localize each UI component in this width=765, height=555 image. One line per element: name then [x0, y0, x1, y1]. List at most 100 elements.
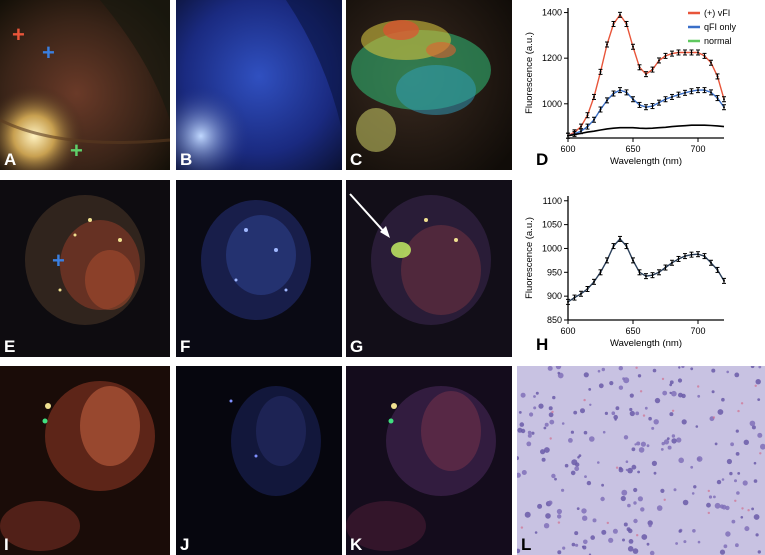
- cell-nucleus: [648, 523, 652, 528]
- cell-nucleus: [625, 460, 629, 463]
- cell-nucleus: [751, 507, 754, 511]
- cell-nucleus: [577, 456, 580, 459]
- cell-nucleus: [714, 502, 721, 509]
- cell-nucleus: [673, 488, 677, 492]
- data-point: [625, 91, 628, 94]
- cell-nucleus: [629, 410, 635, 417]
- cell-nucleus: [663, 439, 670, 445]
- red-cell: [707, 489, 710, 493]
- data-point: [716, 268, 719, 271]
- chart-h: 600 650 700 850 900 950 1000 1050 1100 Wavelength…: [516, 180, 765, 357]
- red-cell: [663, 498, 666, 501]
- cell-nucleus: [604, 411, 608, 415]
- cell-nucleus: [618, 366, 623, 371]
- data-point: [632, 259, 634, 262]
- cell-nucleus: [669, 380, 674, 385]
- cell-nucleus: [678, 457, 684, 464]
- cell-nucleus: [633, 501, 637, 505]
- y-axis-label: Fluorescence (a.u.): [524, 217, 535, 299]
- data-point: [664, 266, 667, 269]
- cell-nucleus: [590, 535, 595, 540]
- cell-nucleus: [622, 377, 625, 381]
- data-point: [593, 95, 595, 98]
- cell-nucleus: [575, 543, 579, 547]
- cell-nucleus: [744, 526, 750, 532]
- cell-nucleus: [755, 533, 759, 537]
- cell-nucleus: [583, 372, 589, 378]
- data-point: [710, 61, 712, 64]
- cell-nucleus: [758, 366, 762, 369]
- cell-nucleus: [597, 369, 601, 373]
- cell-nucleus: [632, 548, 639, 554]
- data-point: [612, 92, 615, 95]
- cell-nucleus: [561, 488, 565, 492]
- cell-nucleus: [721, 478, 725, 481]
- cell-nucleus: [695, 425, 699, 428]
- series-line-2: [567, 124, 725, 137]
- data-point: [606, 259, 608, 262]
- x-tick-label: 700: [690, 326, 705, 336]
- cell-nucleus: [751, 425, 756, 430]
- cell-nucleus: [518, 411, 522, 414]
- data-point: [697, 51, 699, 54]
- data-point: [606, 99, 608, 102]
- data-point: [651, 105, 654, 108]
- cell-nucleus: [571, 459, 578, 466]
- cell-nucleus: [681, 419, 687, 425]
- cell-nucleus: [753, 514, 760, 520]
- data-point: [645, 275, 647, 278]
- cell-nucleus: [750, 366, 755, 369]
- cell-nucleus: [623, 435, 629, 440]
- y-tick-label: 1200: [542, 53, 562, 63]
- data-point: [632, 45, 634, 48]
- data-point: [677, 51, 680, 54]
- cell-nucleus: [598, 383, 604, 389]
- cell-nucleus: [573, 410, 578, 415]
- data-point: [690, 90, 693, 93]
- red-cell: [635, 366, 638, 369]
- cell-nucleus: [601, 529, 607, 535]
- red-cell: [583, 398, 586, 402]
- cell-nucleus: [584, 475, 587, 478]
- data-point: [625, 245, 628, 248]
- cell-nucleus: [714, 442, 718, 446]
- cell-nucleus: [526, 441, 532, 447]
- red-cell: [697, 385, 700, 388]
- cell-nucleus: [570, 470, 576, 476]
- cell-nucleus: [690, 465, 694, 469]
- cell-nucleus: [634, 443, 637, 446]
- cell-nucleus: [615, 406, 620, 411]
- data-point: [638, 66, 641, 69]
- x-tick-label: 600: [560, 326, 575, 336]
- data-point: [723, 106, 725, 109]
- cell-nucleus: [667, 445, 672, 450]
- data-point: [580, 130, 582, 133]
- y-tick-label: 1000: [542, 99, 562, 109]
- red-cell: [759, 452, 762, 455]
- cell-nucleus: [726, 458, 732, 465]
- cell-nucleus: [669, 391, 672, 395]
- cell-nucleus: [717, 409, 724, 415]
- cell-nucleus: [660, 448, 664, 451]
- panel-l-histology: L: [517, 366, 765, 555]
- cell-nucleus: [736, 491, 740, 495]
- cell-nucleus: [531, 431, 535, 435]
- cell-nucleus: [662, 390, 668, 396]
- chart-d: 600 650 700 1000 1200 1400 Wavelength (nm) Fluo…: [516, 0, 765, 172]
- cell-nucleus: [669, 383, 673, 387]
- cell-nucleus: [649, 550, 655, 555]
- cell-nucleus: [654, 397, 661, 404]
- cell-nucleus: [562, 546, 566, 550]
- data-point: [710, 261, 712, 264]
- cell-nucleus: [517, 427, 523, 433]
- cell-nucleus: [544, 447, 550, 453]
- cell-nucleus: [533, 395, 536, 398]
- cell-nucleus: [564, 463, 569, 468]
- cell-nucleus: [678, 366, 681, 369]
- blue-cross-marker: +: [52, 248, 65, 273]
- cell-nucleus: [734, 372, 740, 378]
- cell-nucleus: [729, 471, 733, 476]
- data-point: [599, 70, 602, 73]
- cell-nucleus: [580, 408, 585, 414]
- cell-nucleus: [586, 480, 592, 486]
